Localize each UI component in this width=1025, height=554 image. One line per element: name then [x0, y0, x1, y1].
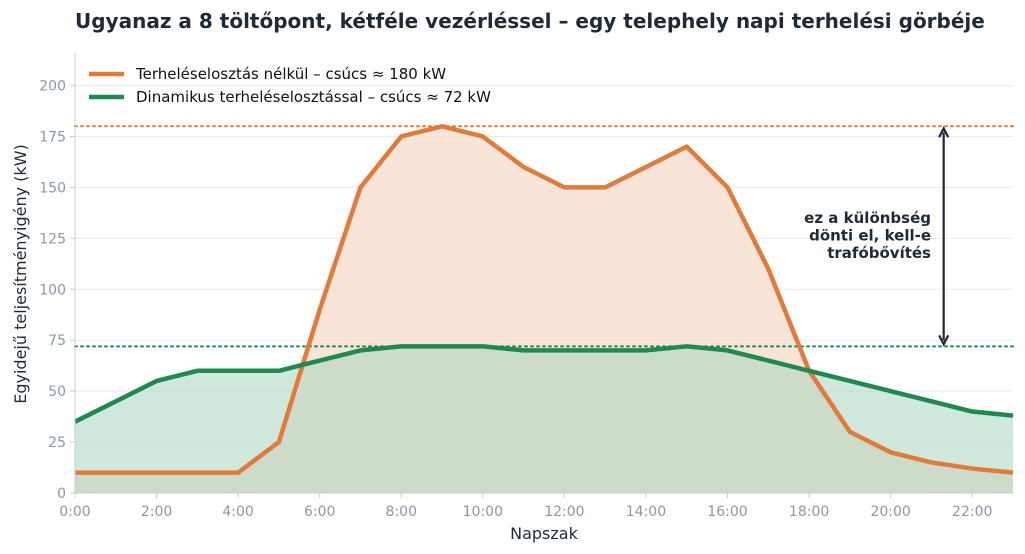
legend-label-2: Dinamikus terheléselosztással – csúcs ≈ … — [136, 88, 491, 106]
x-tick-label: 20:00 — [870, 504, 910, 520]
chart-title: Ugyanaz a 8 töltőpont, kétféle vezérléss… — [75, 9, 985, 33]
y-tick-label: 25 — [48, 435, 66, 451]
y-tick-label: 0 — [57, 486, 66, 502]
series-line-1 — [75, 124, 1014, 475]
series-area-2 — [75, 346, 1013, 493]
y-tick-label: 75 — [48, 333, 66, 349]
x-tick-labels: 0:00 2:00 4:00 6:00 8:00 10:00 12:00 14:00 16:00… — [59, 493, 992, 520]
annotation-arrow-head-top — [938, 125, 950, 138]
x-tick-label: 16:00 — [707, 504, 747, 520]
x-tick-label: 0:00 — [59, 504, 90, 520]
series-areas — [75, 126, 1013, 494]
series-lines — [73, 124, 1014, 475]
x-tick-label: 18:00 — [789, 504, 829, 520]
y-tick-label: 50 — [48, 384, 66, 400]
x-tick-label: 22:00 — [952, 504, 992, 520]
x-tick-label: 2:00 — [141, 504, 172, 520]
x-tick-label: 8:00 — [386, 504, 417, 520]
annotation-text-line: dönti el, kell-e — [809, 227, 931, 245]
legend-label-1: Terheléselosztás nélkül – csúcs ≈ 180 kW — [135, 65, 446, 83]
annotation-arrow-head-bottom — [938, 334, 950, 347]
y-tick-label: 150 — [39, 180, 66, 196]
annotation-text-line: trafóbővítés — [827, 244, 931, 262]
series-line-2 — [73, 344, 1014, 424]
x-tick-label: 14:00 — [626, 504, 666, 520]
y-axis-label: Egyidejű teljesítményigény (kW) — [11, 144, 30, 404]
legend: Terheléselosztás nélkül – csúcs ≈ 180 kW… — [89, 65, 491, 106]
annotation-text-line: ez a különbség — [804, 209, 931, 227]
x-axis-label: Napszak — [510, 524, 578, 543]
y-tick-labels: 0 25 50 75 100 125 150 175 200 — [39, 79, 75, 502]
y-tick-label: 200 — [39, 79, 66, 95]
x-tick-label: 12:00 — [544, 504, 584, 520]
x-tick-label: 6:00 — [304, 504, 335, 520]
x-tick-label: 4:00 — [222, 504, 253, 520]
y-tick-label: 100 — [39, 282, 66, 298]
reference-lines — [74, 125, 1014, 348]
x-tick-label: 10:00 — [463, 504, 503, 520]
axes — [74, 53, 1013, 494]
y-tick-label: 125 — [39, 231, 66, 247]
y-tick-label: 175 — [39, 129, 66, 145]
